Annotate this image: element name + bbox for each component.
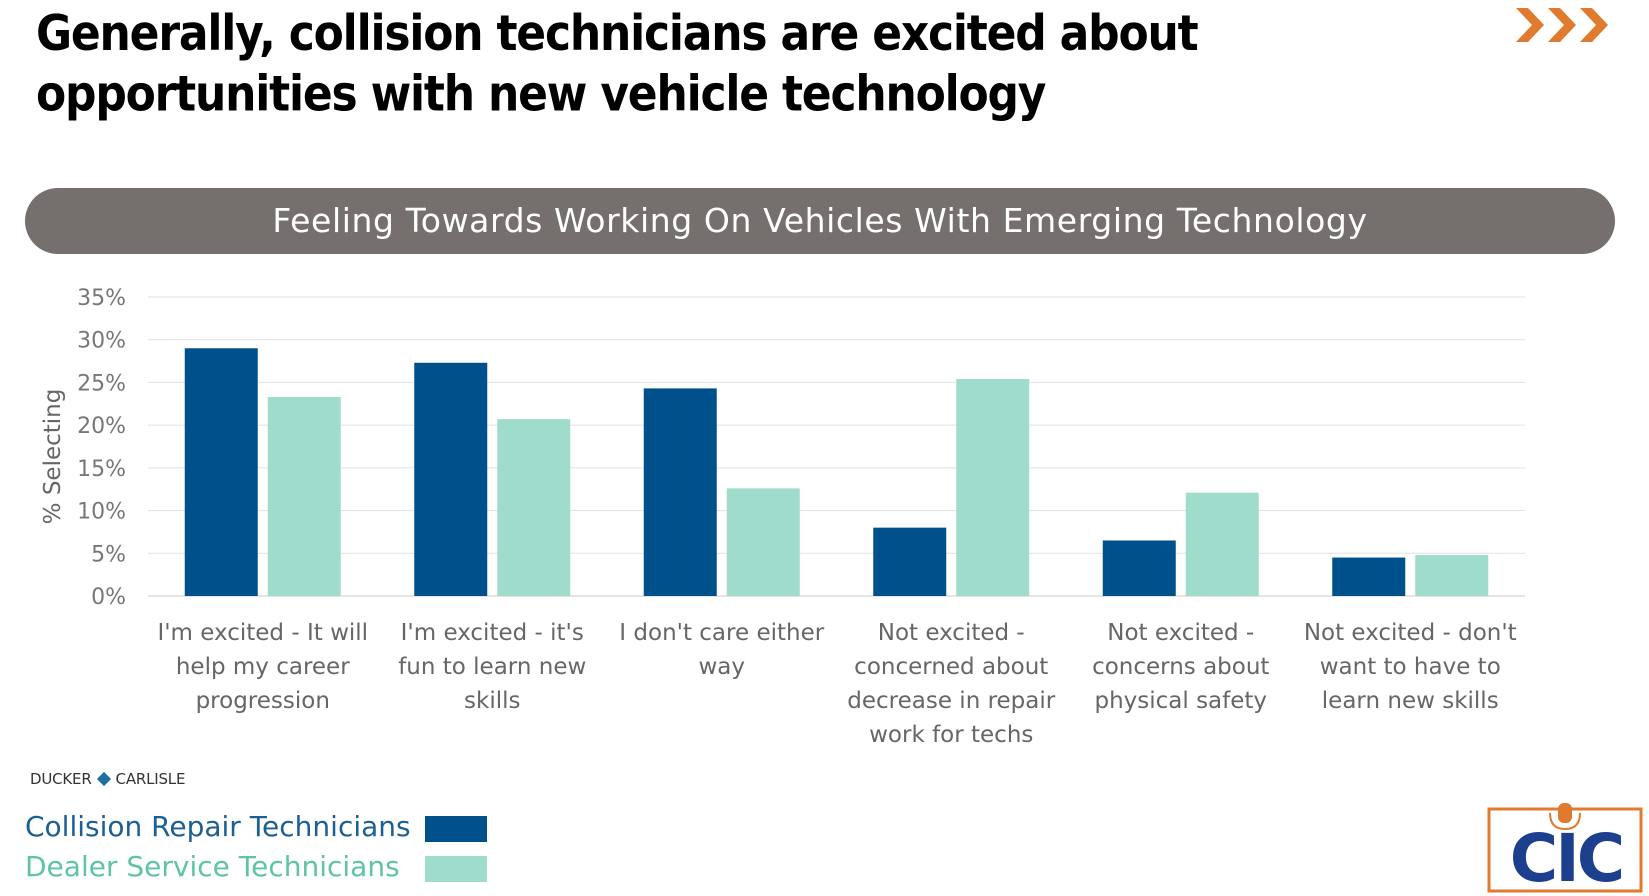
bar-dealer [1185, 492, 1259, 596]
brand-right: CARLISLE [115, 770, 186, 788]
y-tick-label: 10% [77, 500, 126, 525]
cic-logo: CIC [1487, 803, 1643, 893]
y-tick-label: 15% [77, 457, 126, 482]
x-tick-label: I'm excited - it's fun to learn new skills [398, 620, 586, 714]
bar-collision [643, 388, 717, 596]
legend-label-collision: Collision Repair Technicians [25, 810, 411, 843]
brand-logo: DUCKER CARLISLE [30, 770, 185, 788]
chevron-arrows-icon [1516, 8, 1608, 42]
bar-collision [1332, 557, 1406, 596]
y-tick-label: 35% [77, 286, 126, 311]
bar-collision [184, 348, 258, 596]
x-tick-label: Not excited -concerns about physical safe… [1092, 620, 1269, 714]
diamond-icon [96, 771, 111, 787]
bar-dealer [1415, 554, 1489, 596]
y-tick-label: 20% [77, 414, 126, 439]
chart-title-banner: Feeling Towards Working On Vehicles With… [25, 188, 1615, 254]
brand-left: DUCKER [30, 770, 92, 788]
x-tick-label: I don't care either way [619, 620, 824, 680]
legend-label-dealer: Dealer Service Technicians [25, 850, 400, 883]
y-tick-label: 30% [77, 329, 126, 354]
bar-dealer [267, 396, 341, 596]
y-tick-label: 25% [77, 371, 126, 396]
page-title: Generally, collision technicians are exc… [36, 5, 1199, 123]
bar-collision [414, 362, 488, 596]
microphone-icon [1549, 803, 1581, 831]
bar-collision [1102, 540, 1176, 596]
x-tick-label: I'm excited - It will help my career progr… [157, 620, 368, 714]
bar-dealer [497, 419, 571, 596]
legend-swatch-collision [425, 816, 487, 842]
legend-swatch-dealer [425, 856, 487, 882]
bar-collision [873, 527, 947, 596]
bar-chart: 0% 5% 10% 15% 20% 25% 30% 35% % Selecting I'm exc… [40, 286, 1525, 748]
y-tick-label: 5% [91, 542, 126, 567]
y-axis-label: % Selecting [40, 389, 66, 525]
x-tick-label: Not excited - don't want to have to learn … [1304, 620, 1517, 714]
y-tick-label: 0% [91, 585, 126, 610]
svg-text:CIC: CIC [1510, 820, 1622, 893]
x-tick-label: Not excited -concerned about decrease in … [847, 620, 1055, 748]
bar-dealer [956, 379, 1030, 596]
bar-dealer [726, 488, 800, 596]
